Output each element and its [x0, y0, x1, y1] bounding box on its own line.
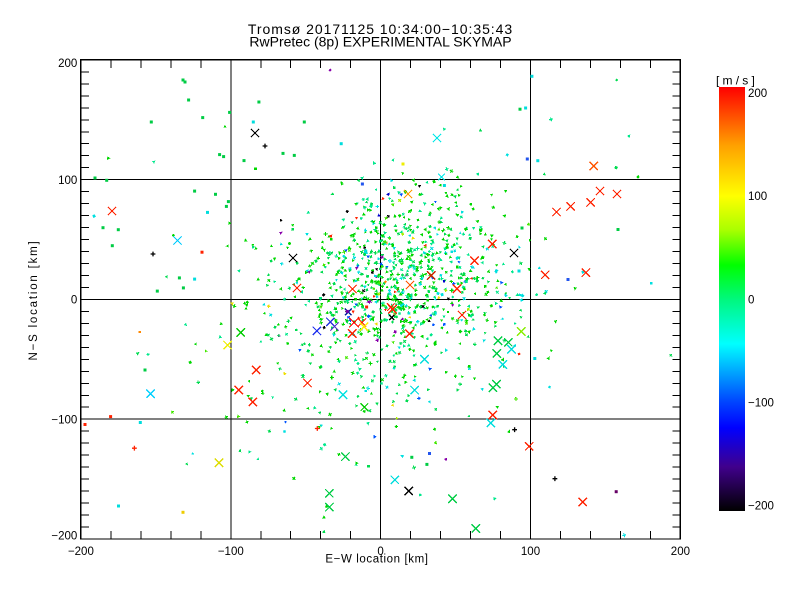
svg-text:−100: −100 [218, 546, 244, 558]
svg-text:0: 0 [748, 294, 754, 306]
svg-text:100: 100 [748, 191, 767, 203]
svg-text:−200: −200 [68, 546, 94, 558]
svg-text:0: 0 [377, 546, 383, 558]
svg-text:[m/s]: [m/s] [716, 74, 758, 88]
svg-text:E−W location [km]: E−W location [km] [325, 554, 428, 566]
svg-text:100: 100 [521, 546, 540, 558]
svg-text:N−S location [km]: N−S location [km] [28, 239, 40, 360]
svg-text:200: 200 [671, 546, 690, 558]
svg-text:−200: −200 [51, 531, 77, 543]
svg-text:200: 200 [748, 88, 767, 100]
svg-text:RwPretec (8p) EXPERIMENTAL SKY: RwPretec (8p) EXPERIMENTAL SKYMAP [249, 33, 511, 49]
svg-text:100: 100 [58, 175, 77, 187]
svg-text:−100: −100 [51, 414, 77, 426]
svg-text:−200: −200 [748, 501, 774, 513]
svg-text:Tromsø 20171125 10:34:00−10:35: Tromsø 20171125 10:34:00−10:35:43 [248, 21, 513, 37]
svg-text:0: 0 [71, 295, 77, 307]
svg-text:200: 200 [58, 58, 77, 70]
svg-text:−100: −100 [748, 398, 774, 410]
